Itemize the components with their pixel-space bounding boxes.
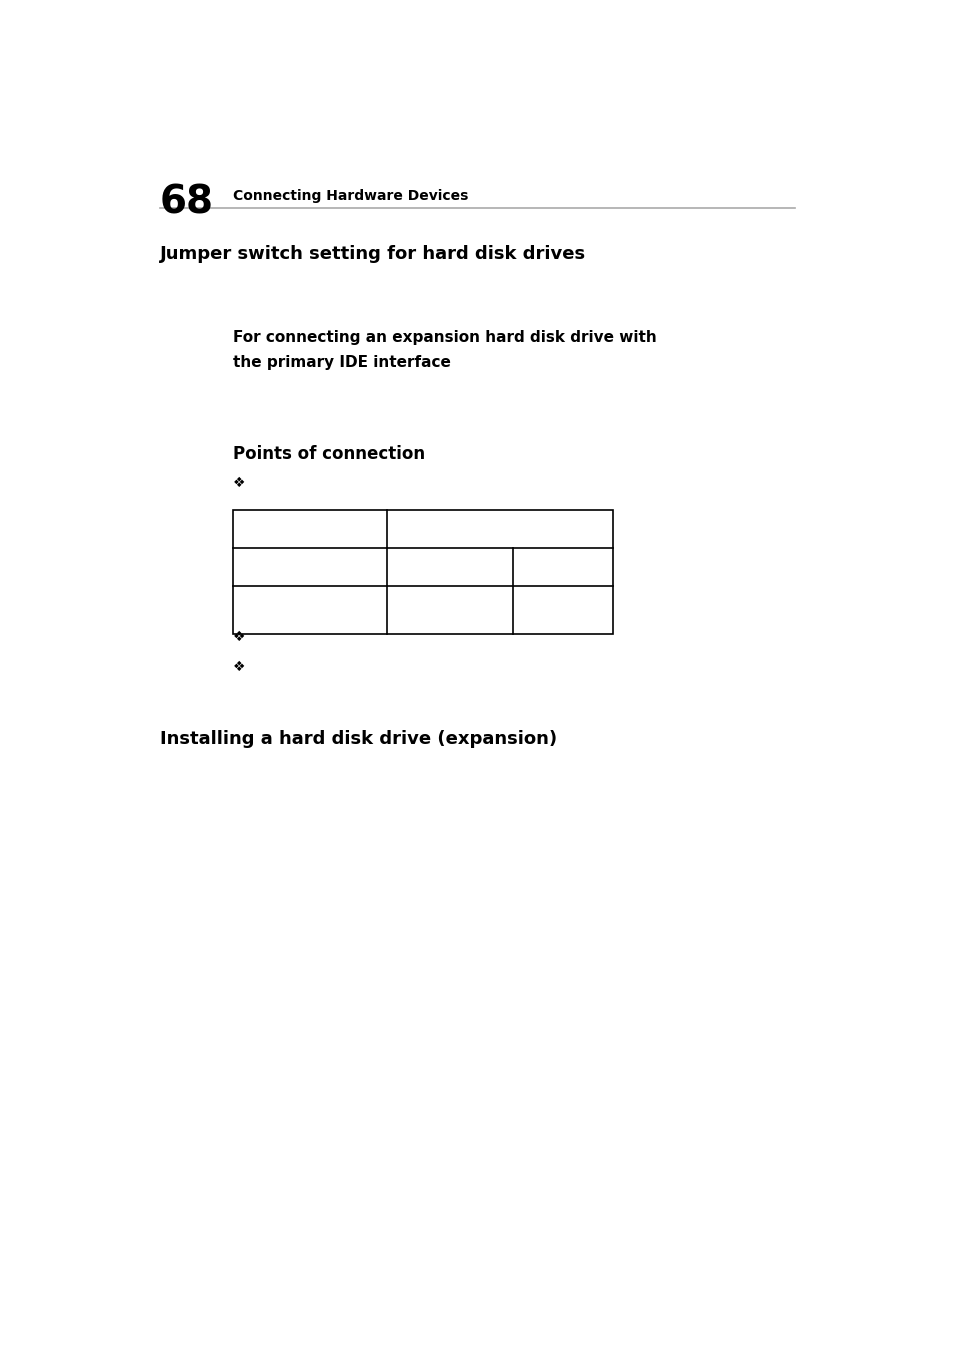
Text: ❖: ❖ — [233, 630, 245, 644]
Text: ❖: ❖ — [233, 476, 245, 490]
Text: the primary IDE interface: the primary IDE interface — [233, 355, 451, 370]
Text: Jumper switch setting for hard disk drives: Jumper switch setting for hard disk driv… — [160, 245, 585, 263]
Text: Connecting Hardware Devices: Connecting Hardware Devices — [233, 189, 468, 203]
Text: For connecting an expansion hard disk drive with: For connecting an expansion hard disk dr… — [233, 330, 656, 345]
Text: ❖: ❖ — [233, 661, 245, 674]
Text: Points of connection: Points of connection — [233, 444, 425, 463]
Bar — [233, 509, 613, 634]
Text: Installing a hard disk drive (expansion): Installing a hard disk drive (expansion) — [160, 730, 557, 748]
Text: 68: 68 — [160, 182, 213, 222]
